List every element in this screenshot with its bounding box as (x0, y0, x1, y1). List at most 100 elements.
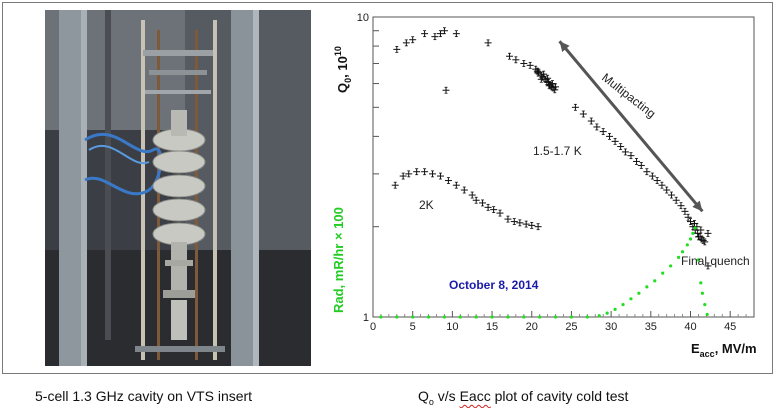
rad-point (490, 315, 494, 319)
q0-vs-eacc-chart: 0 5 10 15 20 25 30 35 40 45 10 1 Q0, 1010 Rad, mR… (321, 5, 767, 380)
data-point (701, 238, 709, 246)
data-point (643, 168, 651, 176)
x-tick-label: 35 (645, 321, 657, 333)
annotation-date: October 8, 2014 (449, 278, 539, 292)
data-point (672, 196, 680, 204)
x-axis-title: Eacc, MV/m (691, 341, 757, 359)
data-point (429, 170, 437, 178)
chart-caption: Qo v/s Eacc plot of cavity cold test (418, 388, 628, 407)
data-point (587, 117, 595, 125)
data-point (472, 196, 480, 204)
data-point (621, 148, 629, 156)
data-point (534, 223, 542, 231)
rad-point (696, 258, 701, 262)
rad-point (688, 237, 693, 241)
data-point (540, 70, 548, 78)
data-point (512, 56, 520, 64)
rad-point (379, 315, 383, 319)
rad-point (676, 255, 681, 260)
data-point (526, 61, 534, 69)
rad-point (522, 315, 526, 319)
rad-point (458, 315, 462, 319)
x-tick-label: 0 (370, 321, 376, 333)
data-point (391, 181, 399, 189)
data-point (431, 33, 439, 41)
rad-point (705, 312, 709, 317)
rad-point (700, 291, 705, 295)
data-point (520, 60, 528, 67)
rad-point (585, 315, 589, 319)
series-0 (393, 27, 712, 270)
data-point (393, 45, 401, 53)
arrow-head (692, 200, 703, 212)
arrow-head (559, 41, 570, 52)
data-point (667, 191, 675, 199)
data-point (653, 177, 661, 184)
data-point (663, 186, 671, 194)
data-point (681, 207, 689, 215)
data-point (402, 39, 410, 47)
caption-eacc: Eacc (459, 388, 491, 404)
rad-point (553, 315, 558, 319)
rad-point (653, 279, 657, 283)
data-point (436, 172, 444, 180)
rad-point (703, 302, 707, 307)
rad-point (629, 297, 633, 301)
data-point (617, 143, 625, 150)
caption-end: plot of cavity cold test (490, 388, 629, 404)
data-point (544, 74, 552, 82)
rad-point (661, 271, 665, 275)
data-point (658, 181, 666, 189)
data-point (442, 86, 450, 94)
data-point (516, 219, 524, 227)
x-tick-label: 25 (565, 321, 577, 333)
multipacting-arrow (558, 40, 704, 213)
data-point (599, 128, 607, 135)
data-point (490, 206, 498, 214)
data-point (633, 158, 641, 165)
data-point (413, 168, 421, 176)
data-point (579, 110, 587, 118)
y-axis-title: Q0, 1010 (333, 46, 353, 93)
rad-point (691, 231, 695, 235)
rad-point (669, 264, 673, 268)
x-tick-labels: 0 5 10 15 20 25 30 35 40 45 (370, 321, 736, 333)
cavity-photo (45, 10, 311, 366)
data-point (684, 213, 692, 221)
data-point (468, 191, 476, 199)
data-point (399, 172, 407, 180)
annotation-final-quench: Final quench (681, 254, 750, 268)
data-point (522, 220, 530, 228)
y-tick-label-top: 10 (357, 12, 369, 24)
data-point (444, 177, 452, 184)
rad-point (474, 315, 478, 319)
data-point (421, 30, 429, 38)
data-point (421, 168, 429, 176)
annotation-1-5-1-7k: 1.5-1.7 K (533, 144, 582, 158)
x-tick-label: 5 (410, 321, 416, 333)
rad-point (569, 315, 574, 319)
data-point (611, 137, 619, 145)
data-point (552, 83, 560, 91)
rad-point (645, 285, 649, 289)
series-layer (379, 27, 712, 319)
rad-point (411, 315, 415, 319)
caption-q: Q (418, 388, 429, 404)
rad-axis-title: Rad, mR/hr × 100 (331, 207, 346, 313)
series-2 (379, 226, 709, 319)
data-point (627, 152, 635, 160)
data-point (690, 220, 698, 227)
x-tick-label: 15 (486, 321, 498, 333)
y-tick-label-bottom: 1 (363, 312, 369, 324)
data-point (593, 123, 601, 131)
rad-point (693, 226, 697, 230)
rad-point (426, 315, 431, 319)
figure-frame: 0 5 10 15 20 25 30 35 40 45 10 1 Q0, 1010 Rad, mR… (2, 2, 773, 374)
data-point (697, 226, 705, 234)
data-point (460, 186, 468, 194)
x-tick-label: 30 (605, 321, 617, 333)
data-point (484, 39, 492, 47)
rad-point (680, 250, 685, 254)
photo-caption: 5-cell 1.3 GHz cavity on VTS insert (35, 388, 253, 404)
caption-q-sub: o (428, 396, 434, 407)
